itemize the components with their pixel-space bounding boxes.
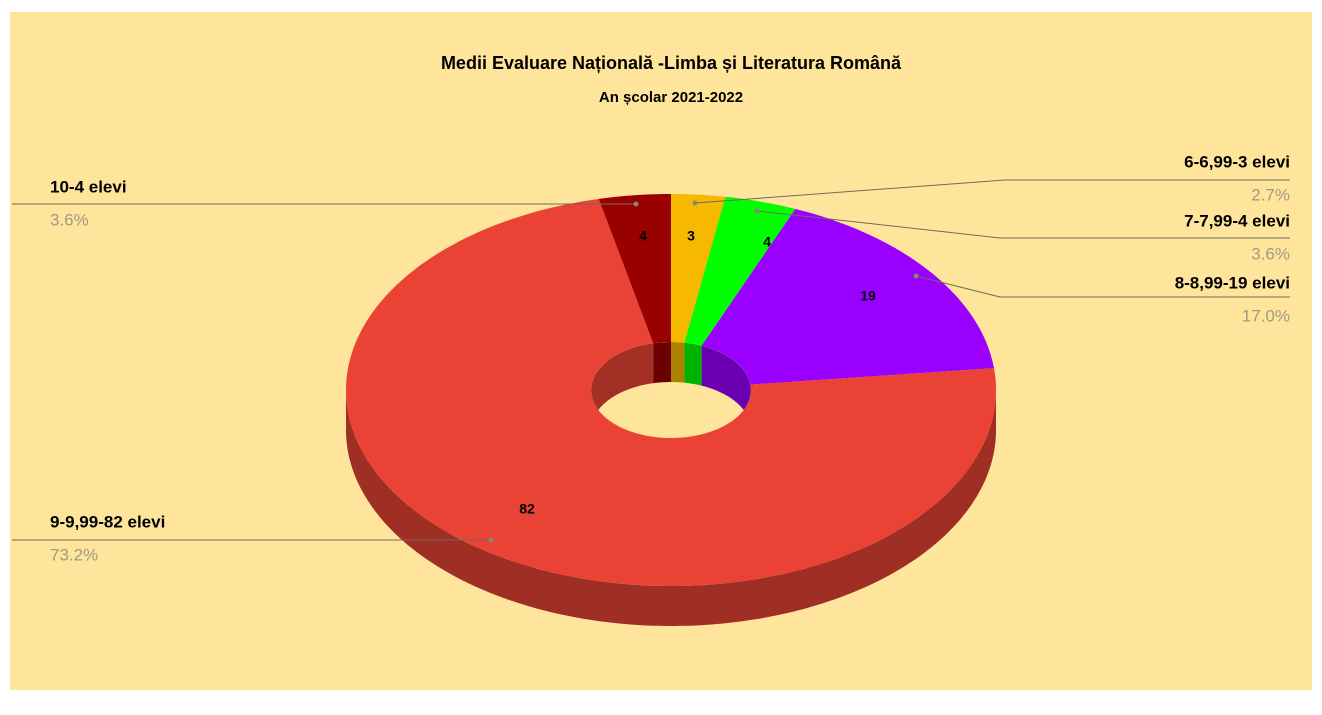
slice-percent: 17.0% — [1242, 306, 1290, 325]
chart-subtitle: An școlar 2021-2022 — [599, 89, 743, 106]
slice — [684, 196, 796, 346]
value-label: 19 — [860, 288, 876, 304]
slice — [346, 198, 996, 586]
slice-label: 7-7,99-4 elevi — [1184, 211, 1290, 230]
slice-label: 9-9,99-82 elevi — [50, 512, 165, 531]
hole-wall — [591, 343, 654, 430]
leader-dot — [913, 273, 919, 279]
value-label: 3 — [687, 228, 695, 244]
leader-dot — [754, 208, 760, 214]
slice — [701, 208, 994, 385]
slice-label: 8-8,99-19 elevi — [1175, 273, 1290, 292]
leader-dot — [633, 201, 639, 207]
value-label: 4 — [763, 234, 771, 250]
hole-wall — [701, 345, 751, 425]
chart-title: Medii Evaluare Națională -Limba și Liter… — [441, 53, 902, 73]
slice-label: 6-6,99-3 elevi — [1184, 152, 1290, 171]
hole-wall — [671, 342, 685, 383]
hole-wall — [653, 342, 671, 384]
slice-percent: 2.7% — [1251, 185, 1290, 204]
leader-dot — [692, 200, 698, 206]
slice — [671, 194, 726, 343]
slice-percent: 3.6% — [50, 210, 89, 229]
slice-tops — [346, 194, 996, 586]
hole-wall — [684, 342, 702, 386]
leader-line — [694, 179, 1290, 204]
value-label: 82 — [519, 501, 535, 517]
leader-dot — [488, 537, 494, 543]
slice-side — [346, 390, 996, 626]
labels: 3 6-6,99-3 elevi 2.7% 4 7-7,99-4 elevi 3.6% 19… — [12, 152, 1290, 564]
leader-line — [756, 210, 1290, 239]
slice-percent: 3.6% — [1251, 244, 1290, 263]
value-label: 4 — [639, 228, 647, 244]
slice-label: 10-4 elevi — [50, 177, 127, 196]
hole-walls — [591, 342, 751, 430]
leader-line — [915, 275, 1290, 298]
slice-percent: 73.2% — [50, 545, 98, 564]
slice-sides — [346, 390, 996, 626]
slice — [598, 194, 671, 344]
